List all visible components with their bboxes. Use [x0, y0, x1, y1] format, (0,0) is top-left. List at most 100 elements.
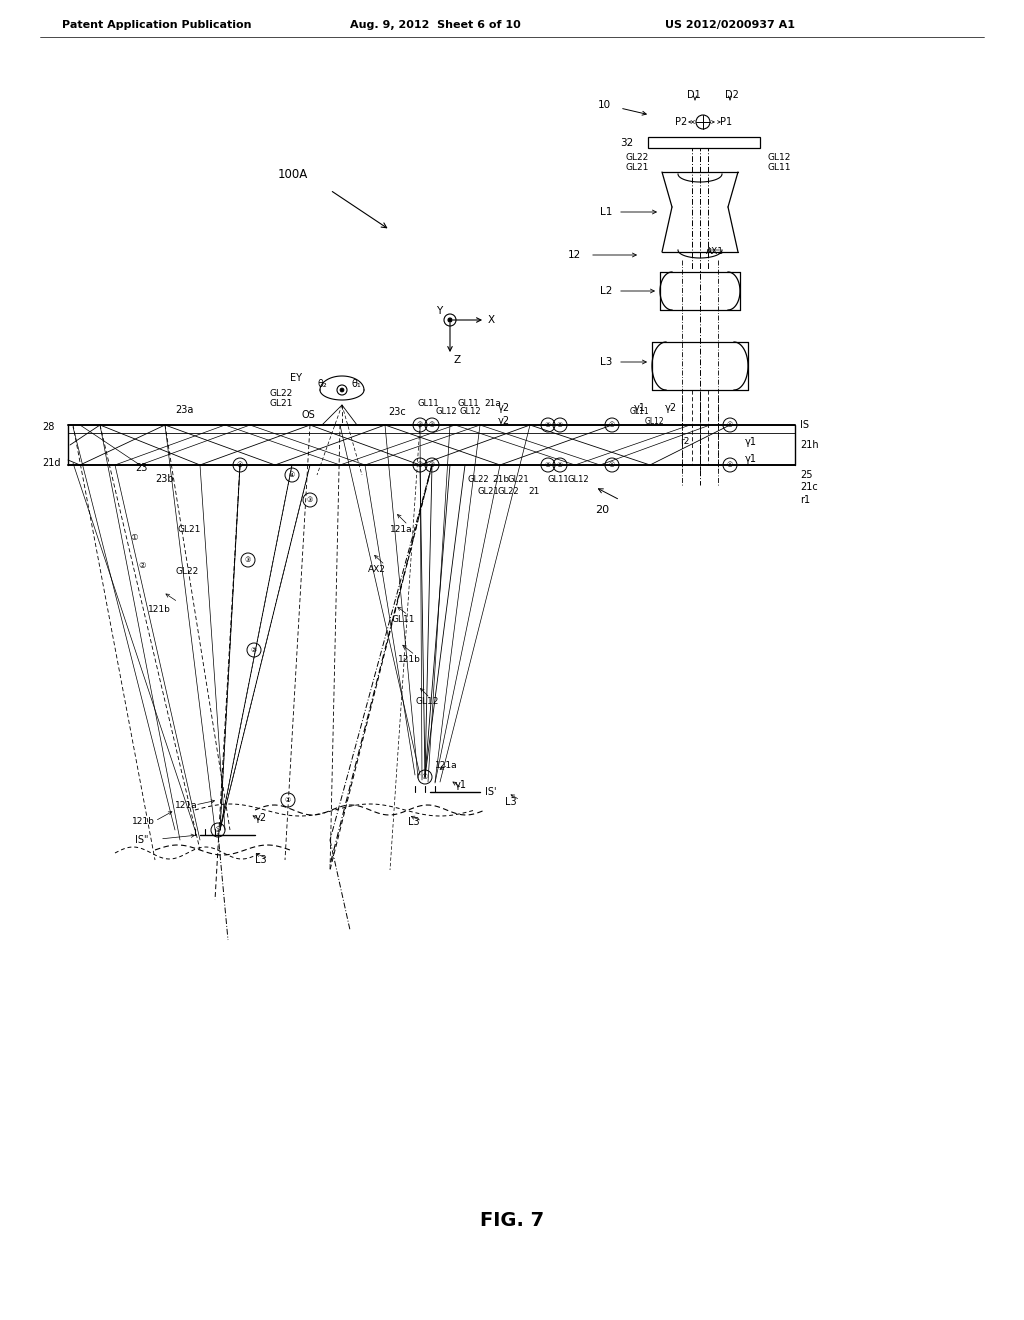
Text: θ₁: θ₁: [352, 379, 361, 389]
Text: 23b: 23b: [155, 474, 174, 484]
Text: 121b: 121b: [132, 817, 155, 826]
Text: 23: 23: [135, 463, 147, 473]
Text: GL22: GL22: [498, 487, 519, 496]
Text: 25: 25: [800, 470, 812, 480]
Text: GL21: GL21: [625, 162, 648, 172]
Text: L3: L3: [255, 855, 266, 865]
Text: L3: L3: [600, 356, 612, 367]
Text: IS': IS': [485, 787, 497, 797]
Text: 21b: 21b: [492, 475, 509, 484]
Text: γ1: γ1: [745, 454, 757, 465]
Text: Y: Y: [436, 306, 442, 315]
Text: 20: 20: [595, 506, 609, 515]
Text: AX2: AX2: [368, 565, 386, 574]
Text: 121a: 121a: [390, 525, 413, 535]
Text: γ2: γ2: [255, 813, 267, 822]
Text: ①: ①: [727, 422, 733, 428]
Text: 21h: 21h: [800, 440, 818, 450]
Text: GL12: GL12: [460, 408, 481, 417]
Text: 23c: 23c: [388, 407, 406, 417]
Text: ②: ②: [251, 647, 257, 653]
Text: ①: ①: [727, 462, 733, 469]
Text: GL21: GL21: [478, 487, 500, 496]
Text: 21d: 21d: [42, 458, 60, 469]
Text: GL12: GL12: [768, 153, 792, 161]
Text: GL12: GL12: [415, 697, 438, 706]
Text: AX1: AX1: [706, 248, 724, 256]
Circle shape: [340, 388, 344, 392]
Text: GL22: GL22: [175, 568, 199, 577]
Text: ②: ②: [138, 561, 145, 570]
Text: ③: ③: [429, 462, 435, 469]
Text: ④: ④: [289, 473, 295, 478]
Text: GL11: GL11: [630, 408, 649, 417]
Text: γ1: γ1: [455, 780, 467, 789]
Text: 121a: 121a: [175, 800, 198, 809]
Text: OS: OS: [302, 411, 315, 420]
Text: 12: 12: [568, 249, 582, 260]
Text: ②: ②: [545, 422, 551, 428]
Text: GL11: GL11: [418, 399, 439, 408]
Text: θ₂: θ₂: [318, 379, 328, 389]
Text: EY: EY: [290, 374, 302, 383]
Text: 10: 10: [598, 100, 611, 110]
Text: GL11: GL11: [392, 615, 416, 624]
Text: 23a: 23a: [175, 405, 194, 414]
Text: ②: ②: [285, 797, 291, 803]
Text: FIG. 7: FIG. 7: [480, 1210, 544, 1229]
Text: γ2: γ2: [498, 416, 510, 426]
Text: 21: 21: [528, 487, 540, 496]
Text: GL21: GL21: [178, 525, 202, 535]
Text: ①: ①: [422, 774, 428, 780]
Text: ③: ③: [307, 498, 313, 503]
Text: X: X: [488, 315, 496, 325]
Text: Aug. 9, 2012  Sheet 6 of 10: Aug. 9, 2012 Sheet 6 of 10: [350, 20, 521, 30]
Text: Z: Z: [453, 355, 460, 366]
Text: ③: ③: [417, 422, 423, 428]
Text: γ2: γ2: [665, 403, 677, 413]
Circle shape: [449, 318, 452, 322]
Text: P2: P2: [675, 117, 687, 127]
Text: ③: ③: [417, 462, 423, 469]
Text: GL22: GL22: [625, 153, 648, 161]
Text: r1: r1: [800, 495, 810, 506]
Text: 32: 32: [620, 137, 633, 148]
Text: γ1: γ1: [745, 437, 757, 447]
Text: γ2: γ2: [498, 403, 510, 413]
Text: ①: ①: [609, 422, 615, 428]
Text: D2: D2: [725, 90, 739, 100]
Text: P1: P1: [720, 117, 732, 127]
Text: ②: ②: [545, 462, 551, 469]
Text: 100A: 100A: [278, 169, 308, 181]
Text: US 2012/0200937 A1: US 2012/0200937 A1: [665, 20, 795, 30]
Text: 121b: 121b: [398, 656, 421, 664]
Text: γ1: γ1: [634, 403, 646, 413]
Text: ④: ④: [237, 462, 243, 469]
Text: 21c: 21c: [800, 482, 818, 492]
Text: ①: ①: [130, 533, 137, 543]
Text: GL22: GL22: [270, 389, 293, 399]
Text: ②: ②: [557, 462, 563, 469]
Text: GL11: GL11: [458, 399, 479, 408]
Text: GL12: GL12: [645, 417, 665, 425]
Text: GL11: GL11: [548, 475, 569, 484]
Text: GL21: GL21: [508, 475, 529, 484]
Text: L1: L1: [600, 207, 612, 216]
Text: L3: L3: [408, 817, 420, 828]
Text: IS: IS: [800, 420, 809, 430]
Text: GL12: GL12: [435, 408, 457, 417]
Text: GL12: GL12: [568, 475, 590, 484]
Text: r2: r2: [680, 437, 689, 446]
Text: 121b: 121b: [148, 606, 171, 615]
Text: Patent Application Publication: Patent Application Publication: [62, 20, 252, 30]
Text: ③: ③: [245, 557, 251, 564]
Text: GL21: GL21: [270, 399, 293, 408]
Text: D1: D1: [687, 90, 700, 100]
Text: 121a: 121a: [435, 760, 458, 770]
Text: GL11: GL11: [768, 162, 792, 172]
Text: 28: 28: [42, 422, 54, 432]
Text: L2: L2: [600, 286, 612, 296]
Text: IS": IS": [135, 836, 148, 845]
Text: ③: ③: [429, 422, 435, 428]
Text: ①: ①: [215, 828, 221, 833]
